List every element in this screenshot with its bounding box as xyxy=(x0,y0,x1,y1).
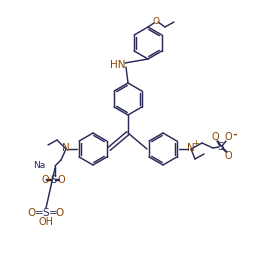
Text: Na: Na xyxy=(33,162,45,170)
Text: O: O xyxy=(224,132,232,142)
Text: =: = xyxy=(35,208,43,218)
Text: S: S xyxy=(43,208,49,218)
Text: O: O xyxy=(211,132,219,142)
Text: =: = xyxy=(49,208,57,218)
Text: OH: OH xyxy=(38,217,54,227)
Text: O: O xyxy=(28,208,36,218)
Text: O: O xyxy=(224,151,232,161)
Text: -: - xyxy=(233,130,237,140)
Text: N: N xyxy=(187,143,195,153)
Text: S: S xyxy=(50,175,56,185)
Text: O: O xyxy=(153,17,159,27)
Text: O: O xyxy=(57,175,65,185)
Text: N: N xyxy=(62,143,70,153)
Text: S: S xyxy=(218,142,224,152)
Text: O: O xyxy=(56,208,64,218)
Text: O: O xyxy=(41,175,49,185)
Text: +: + xyxy=(193,139,199,149)
Text: HN: HN xyxy=(110,60,126,70)
